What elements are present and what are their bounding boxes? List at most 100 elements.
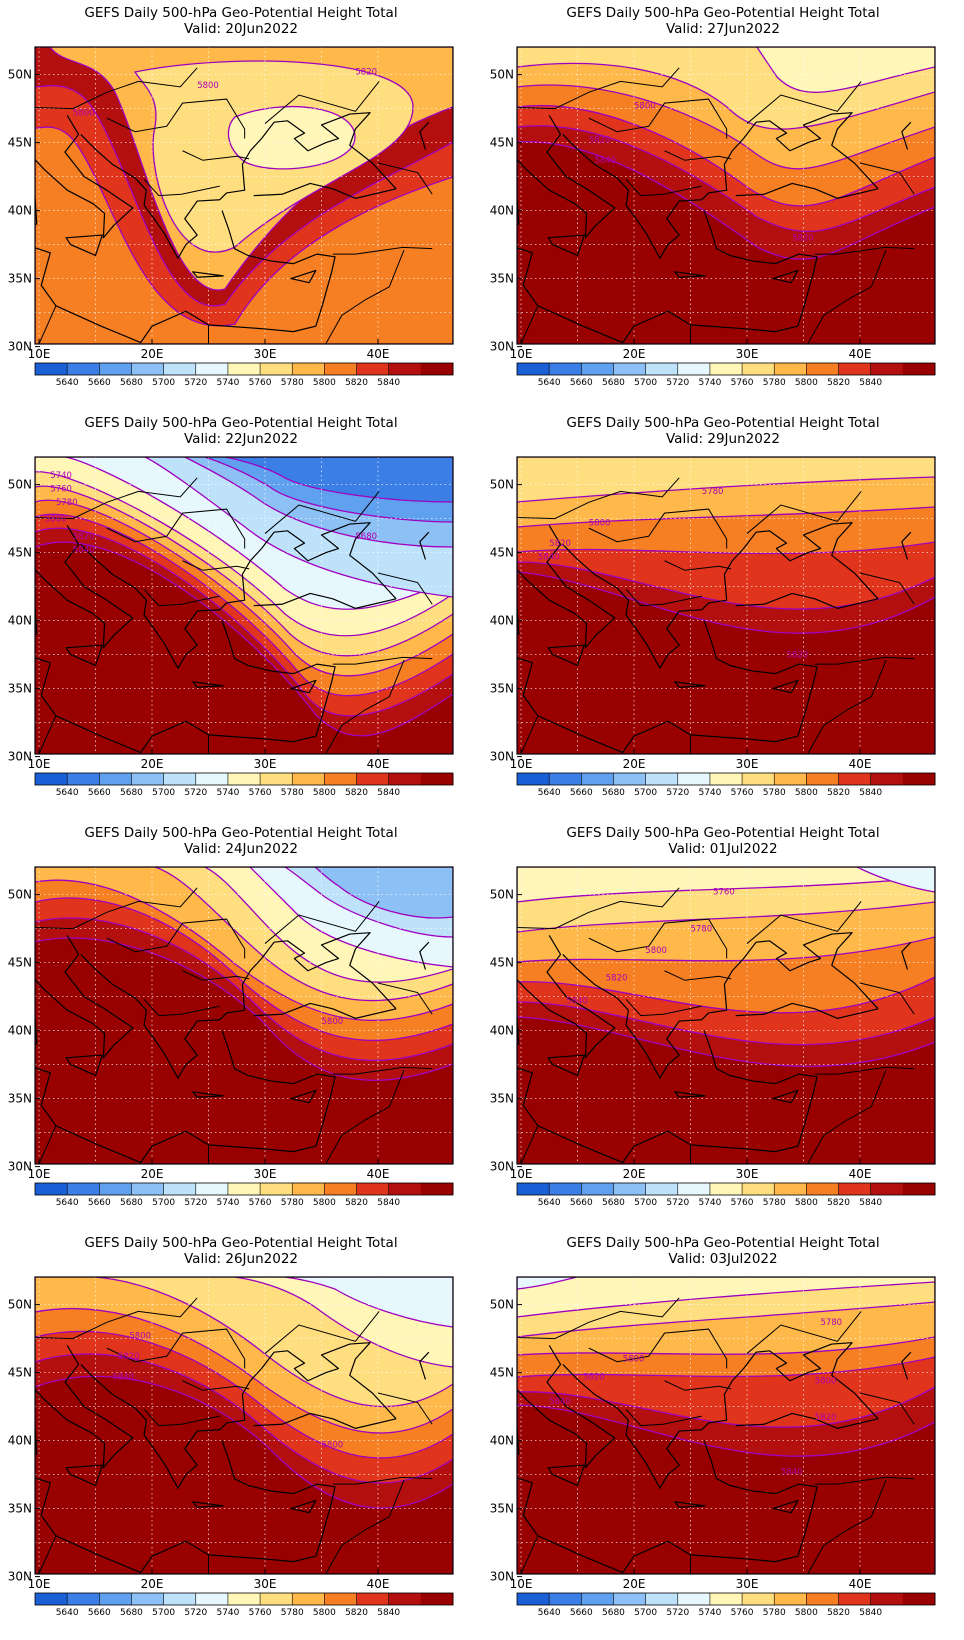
colorbar-label: 5820	[827, 1198, 850, 1208]
lon-label: 30E	[736, 1167, 759, 1181]
lat-label: 50N	[490, 888, 514, 902]
panel-title: GEFS Daily 500-hPa Geo-Potential Height …	[0, 415, 482, 447]
panel-title-text: GEFS Daily 500-hPa Geo-Potential Height …	[566, 825, 880, 841]
coastlines	[517, 887, 915, 1164]
lat-label: 50N	[8, 1298, 32, 1312]
colorbar-label: 5680	[120, 1198, 143, 1208]
lat-label: 45N	[490, 136, 514, 150]
lon-label: 30E	[254, 757, 277, 771]
lon-label: 10E	[510, 1167, 533, 1181]
map-panel: 5760 5780 5800 5820 5840 50N 45N 40N 35N 30N 10E 20…	[482, 820, 964, 1230]
lat-label: 30N	[490, 340, 514, 354]
colorbar-label: 5800	[795, 378, 818, 388]
panel-title-text: GEFS Daily 500-hPa Geo-Potential Height …	[566, 415, 880, 431]
colorbar-label: 5840	[859, 788, 882, 798]
contour-label: 5800	[645, 946, 667, 956]
contour-label: 5760	[50, 484, 72, 494]
colorbar-label: 5760	[731, 1198, 754, 1208]
map-panel: 5780 5800 5820 5800 5840 5820 5840 50N 45N 40N 35N…	[482, 1230, 964, 1640]
lat-label: 30N	[490, 1570, 514, 1584]
lon-label: 40E	[367, 1167, 390, 1181]
colorbar-label: 5840	[377, 788, 400, 798]
colorbar-label: 5820	[827, 788, 850, 798]
lon-label: 10E	[510, 347, 533, 361]
colorbar-label: 5780	[281, 1608, 304, 1618]
lat-label: 30N	[8, 1570, 32, 1584]
lon-label: 30E	[736, 757, 759, 771]
geopotential-map: 5740 5760 5780 5800 5820 5840 5680 50N 45N 40N 35N…	[8, 456, 454, 798]
colorbar-label: 5820	[345, 378, 368, 388]
colorbar-label: 5720	[184, 378, 207, 388]
colorbar-label: 5640	[56, 1608, 79, 1618]
coastlines	[517, 1297, 915, 1574]
colorbar-label: 5740	[698, 378, 721, 388]
colorbar-label: 5660	[570, 1608, 593, 1618]
lon-label: 30E	[736, 1577, 759, 1591]
colorbar-label: 5700	[152, 378, 175, 388]
colorbar-label: 5800	[795, 1198, 818, 1208]
colorbar-label: 5840	[859, 1608, 882, 1618]
lat-label: 35N	[8, 1502, 32, 1516]
panel-title: GEFS Daily 500-hPa Geo-Potential Height …	[482, 1235, 964, 1267]
colorbar-label: 5660	[88, 788, 111, 798]
panel-title: GEFS Daily 500-hPa Geo-Potential Height …	[482, 5, 964, 37]
colorbar-label: 5720	[184, 788, 207, 798]
colorbar-label: 5820	[345, 788, 368, 798]
contour-band	[313, 867, 453, 919]
coastlines	[35, 1297, 433, 1574]
contour-label: 5820	[787, 650, 809, 660]
colorbar-label: 5720	[184, 1608, 207, 1618]
lon-label: 30E	[254, 1577, 277, 1591]
lon-label: 20E	[141, 1577, 164, 1591]
lon-label: 30E	[736, 347, 759, 361]
colorbar-label: 5660	[570, 1198, 593, 1208]
lat-label: 45N	[490, 546, 514, 560]
colorbar-label: 5800	[795, 788, 818, 798]
contour-label: 5800	[322, 1017, 344, 1027]
colorbar: 5640 5660 5680 5700 5720 5740 5760 5780 5800 5820…	[34, 362, 454, 388]
lat-label: 35N	[8, 1092, 32, 1106]
lat-label: 30N	[8, 1160, 32, 1174]
contour-label: 5820	[815, 1413, 837, 1423]
contour-label: 5840	[112, 1372, 134, 1382]
lat-label: 35N	[490, 682, 514, 696]
contour-label: 5760	[713, 888, 735, 898]
contour-fill	[35, 867, 453, 1164]
colorbar: 5640 5660 5680 5700 5720 5740 5760 5780 5800 5820…	[34, 1182, 454, 1208]
contour-label: 5820	[606, 973, 628, 983]
colorbar-label: 5720	[666, 788, 689, 798]
colorbar-label: 5840	[859, 378, 882, 388]
colorbar-label: 5680	[120, 788, 143, 798]
colorbar-label: 5700	[634, 378, 657, 388]
contour-label: 5840	[566, 996, 588, 1006]
colorbar-label: 5780	[281, 378, 304, 388]
lat-label: 50N	[490, 478, 514, 492]
contour-fill	[517, 867, 935, 1164]
lat-label: 45N	[8, 546, 32, 560]
lon-label: 40E	[849, 1167, 872, 1181]
contour-label: 5800	[634, 102, 656, 112]
contour-label: 5840	[781, 1468, 803, 1478]
colorbar-label: 5760	[249, 1608, 272, 1618]
panel-title: GEFS Daily 500-hPa Geo-Potential Height …	[482, 825, 964, 857]
colorbar: 5640 5660 5680 5700 5720 5740 5760 5780 5800 5820…	[34, 1592, 454, 1618]
contour-label: 5780	[691, 924, 713, 934]
lon-label: 20E	[623, 757, 646, 771]
colorbar-label: 5840	[377, 378, 400, 388]
colorbar-label: 5760	[731, 1608, 754, 1618]
contour-label: 5780	[820, 1318, 842, 1328]
contour-label: 5800	[589, 518, 611, 528]
lat-label: 50N	[8, 68, 32, 82]
colorbar-label: 5740	[698, 788, 721, 798]
colorbar-label: 5660	[570, 378, 593, 388]
map-panel: 5800 50N 45N 40N 35N 30N 10E 20E 30E 40E 5640 5660 5…	[0, 820, 482, 1230]
colorbar-label: 5820	[345, 1608, 368, 1618]
lat-label: 40N	[490, 614, 514, 628]
colorbar-label: 5640	[56, 788, 79, 798]
colorbar-label: 5640	[56, 1198, 79, 1208]
map-panel: 5800 5800 5820 50N 45N 40N 35N 30N 10E 20E 30E 40E 5…	[0, 0, 482, 410]
contour-fill	[517, 1277, 935, 1574]
